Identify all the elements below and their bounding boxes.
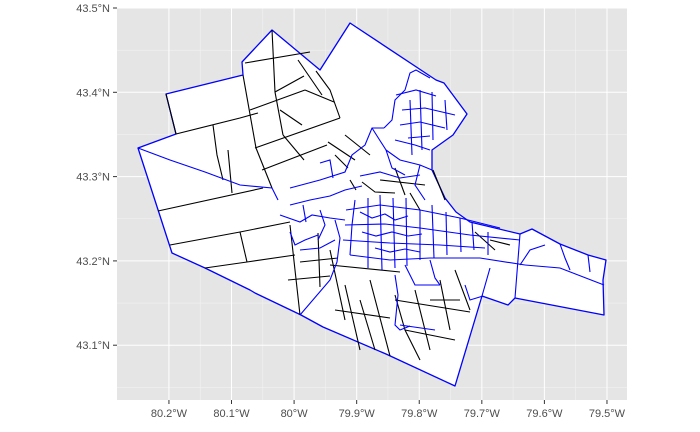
black-boundaries <box>157 29 511 361</box>
x-axis: 80.2°W 80.1°W 80°W 79.9°W 79.8°W 79.7°W 79.6°W… <box>151 400 626 420</box>
blue-boundaries <box>137 69 605 331</box>
x-tick-label: 79.8°W <box>401 408 438 420</box>
region-layer <box>137 22 607 387</box>
y-axis: 43.1°N 43.2°N 43.3°N 43.4°N 43.5°N <box>76 3 117 352</box>
x-tick-label: 79.9°W <box>339 408 376 420</box>
y-tick-label: 43.5°N <box>76 3 110 15</box>
x-tick-label: 79.7°W <box>464 408 501 420</box>
x-tick-label: 80.2°W <box>151 408 188 420</box>
x-tick-label: 79.5°W <box>589 408 626 420</box>
y-tick-label: 43.1°N <box>76 340 110 352</box>
y-tick-label: 43.4°N <box>76 87 110 99</box>
x-tick-label: 80°W <box>281 408 309 420</box>
x-tick-label: 79.6°W <box>526 408 563 420</box>
y-tick-label: 43.3°N <box>76 172 110 184</box>
y-tick-label: 43.2°N <box>76 256 110 268</box>
x-tick-label: 80.1°W <box>213 408 250 420</box>
